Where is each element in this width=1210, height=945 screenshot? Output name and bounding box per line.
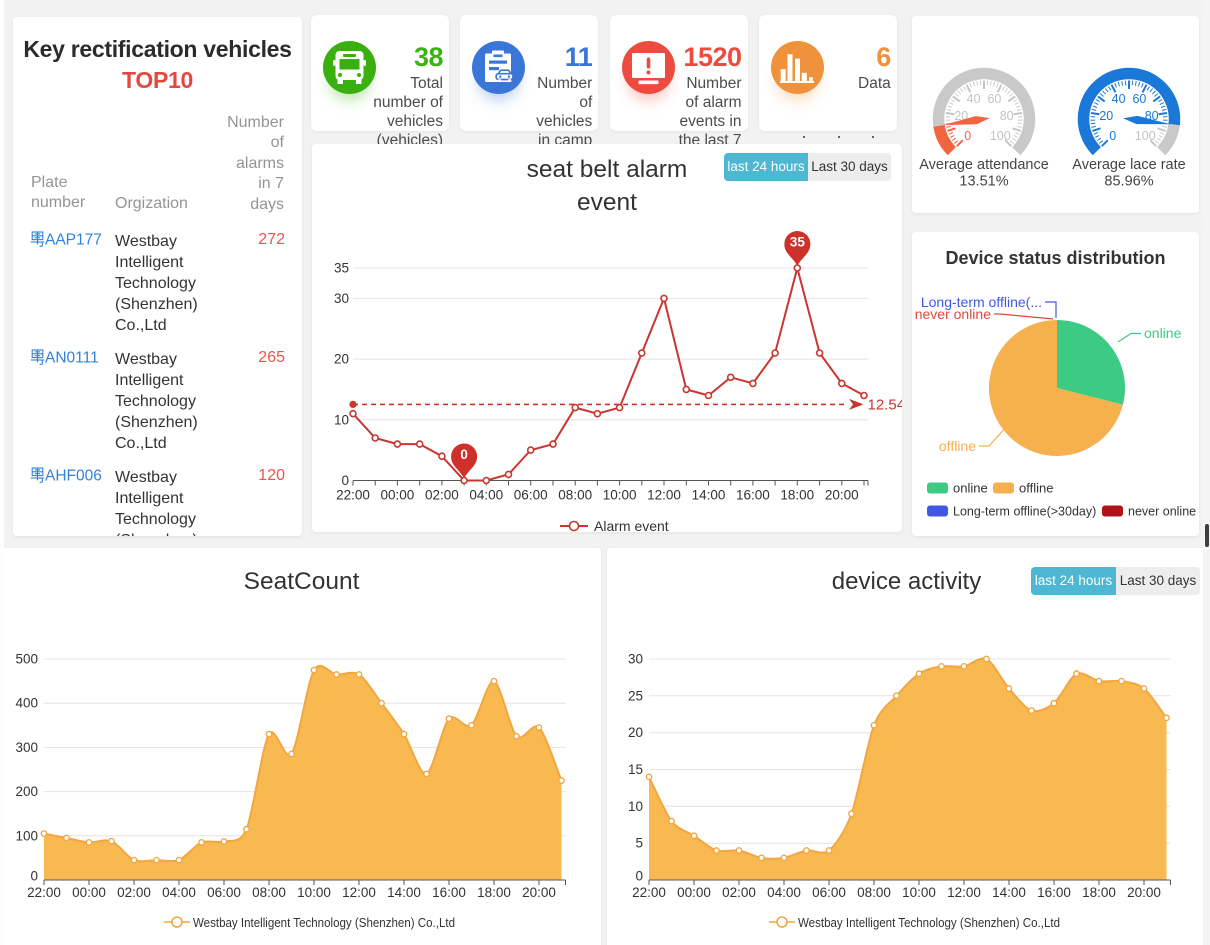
svg-text:08:00: 08:00 [857,885,891,900]
svg-text:20:00: 20:00 [825,488,859,503]
svg-text:0: 0 [964,129,971,143]
svg-text:25: 25 [628,688,643,703]
svg-text:online: online [1144,325,1182,341]
svg-text:10: 10 [628,799,643,814]
svg-text:12:00: 12:00 [647,488,681,503]
svg-text:10:00: 10:00 [297,885,331,900]
svg-text:Westbay Intelligent Technology: Westbay Intelligent Technology (Shenzhen… [798,915,1060,930]
svg-text:0: 0 [460,447,468,462]
svg-text:08:00: 08:00 [252,885,286,900]
svg-text:online: online [953,481,988,496]
svg-text:100: 100 [990,129,1011,143]
svg-text:0: 0 [341,473,349,488]
svg-text:20: 20 [628,725,643,740]
svg-text:20: 20 [334,352,349,367]
svg-text:40: 40 [1112,92,1126,106]
svg-text:14:00: 14:00 [387,885,421,900]
svg-text:16:00: 16:00 [432,885,466,900]
svg-text:500: 500 [15,652,38,667]
svg-text:14:00: 14:00 [692,488,726,503]
svg-text:10: 10 [334,412,349,427]
svg-text:16:00: 16:00 [1037,885,1071,900]
svg-text:12:00: 12:00 [342,885,376,900]
svg-text:20:00: 20:00 [522,885,556,900]
svg-text:never online: never online [915,306,991,322]
svg-text:15: 15 [628,762,643,777]
svg-text:12.54: 12.54 [868,396,903,413]
svg-text:never online: never online [1128,505,1196,519]
svg-text:offline: offline [1019,481,1053,496]
svg-text:13.51%: 13.51% [959,174,1008,190]
svg-text:06:00: 06:00 [207,885,241,900]
svg-text:22:00: 22:00 [632,885,666,900]
svg-text:02:00: 02:00 [425,488,459,503]
svg-text:00:00: 00:00 [381,488,415,503]
svg-text:18:00: 18:00 [1082,885,1116,900]
svg-text:100: 100 [1135,129,1156,143]
svg-text:30: 30 [628,652,643,667]
svg-text:Alarm event: Alarm event [594,518,669,532]
svg-text:18:00: 18:00 [780,488,814,503]
svg-text:0: 0 [30,869,38,884]
svg-text:10:00: 10:00 [902,885,936,900]
svg-text:60: 60 [987,92,1001,106]
svg-text:04:00: 04:00 [469,488,503,503]
svg-text:60: 60 [1132,92,1146,106]
svg-text:40: 40 [967,92,981,106]
svg-text:14:00: 14:00 [992,885,1026,900]
svg-text:08:00: 08:00 [558,488,592,503]
svg-text:20: 20 [1099,109,1113,123]
svg-text:offline: offline [939,438,976,454]
svg-text:02:00: 02:00 [722,885,756,900]
svg-text:200: 200 [15,784,38,799]
svg-text:5: 5 [635,836,643,851]
svg-text:300: 300 [15,740,38,755]
svg-text:Long-term offline(...: Long-term offline(... [921,294,1042,310]
svg-text:06:00: 06:00 [514,488,548,503]
svg-text:0: 0 [1109,129,1116,143]
svg-text:35: 35 [334,261,349,276]
svg-text:00:00: 00:00 [677,885,711,900]
svg-text:20:00: 20:00 [1127,885,1161,900]
svg-text:10:00: 10:00 [603,488,637,503]
svg-text:04:00: 04:00 [767,885,801,900]
svg-text:02:00: 02:00 [117,885,151,900]
svg-text:22:00: 22:00 [336,488,370,503]
svg-text:Average attendance: Average attendance [919,157,1049,173]
svg-text:80: 80 [1000,109,1014,123]
svg-text:Westbay Intelligent Technology: Westbay Intelligent Technology (Shenzhen… [193,915,455,930]
svg-text:06:00: 06:00 [812,885,846,900]
svg-text:100: 100 [15,828,38,843]
svg-text:12:00: 12:00 [947,885,981,900]
svg-text:16:00: 16:00 [736,488,770,503]
svg-text:0: 0 [635,869,643,884]
svg-text:Average lace rate: Average lace rate [1072,157,1185,173]
svg-text:Long-term offline(>30day): Long-term offline(>30day) [953,505,1096,519]
svg-text:22:00: 22:00 [27,885,61,900]
svg-text:18:00: 18:00 [477,885,511,900]
svg-text:30: 30 [334,291,349,306]
svg-text:04:00: 04:00 [162,885,196,900]
svg-text:400: 400 [15,696,38,711]
svg-text:00:00: 00:00 [72,885,106,900]
svg-text:85.96%: 85.96% [1104,174,1153,190]
svg-text:35: 35 [790,235,806,250]
